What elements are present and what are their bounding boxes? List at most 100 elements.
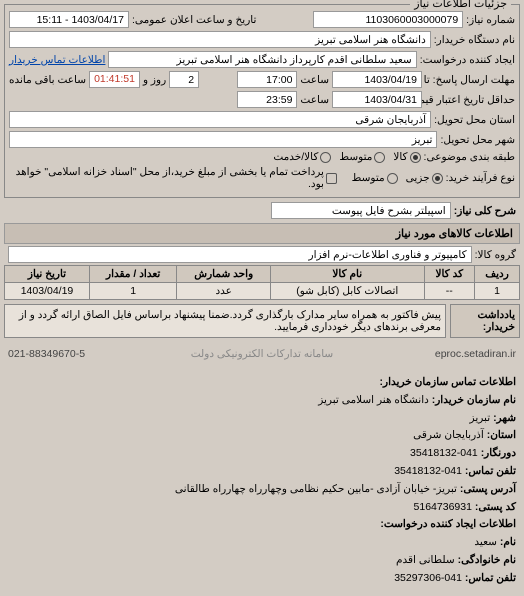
radio-icon [320,152,331,163]
contact-name-value: سعید [474,536,497,548]
th-code: کد کالا [424,266,475,283]
row-deadline: مهلت ارسال پاسخ: تا تاریخ: 1403/04/19 سا… [9,71,515,88]
days-label: روز و [143,74,166,86]
contact-city-value: تبریز [470,412,491,424]
deadline-label: مهلت ارسال پاسخ: تا تاریخ: [425,74,515,86]
radio-icon [374,152,385,163]
fieldset-legend: جزئیات اطلاعات نیاز [410,0,511,10]
contact-rtel-value: 041-35297306 [394,572,462,584]
watermark-center: سامانه تدارکات الکترونیکی دولت [191,348,333,360]
buyer-contact-link[interactable]: اطلاعات تماس خریدار [9,54,105,66]
row-process: نوع فرآیند خرید: جزیی متوسط پرداخت تمام … [9,166,515,190]
contact-addr-value: تبریز- خیابان آزادی -مابین حکیم نظامی وچ… [175,483,457,495]
row-number: شماره نیاز: 1103060003000079 تاریخ و ساع… [9,11,515,28]
classify-label: طبقه بندی موضوعی: [424,151,515,163]
req-creator-title: اطلاعات ایجاد کننده درخواست: [380,518,516,530]
remain-label: ساعت باقی مانده [9,74,86,86]
contact-rtel-label: تلفن تماس: [465,572,516,584]
th-date: تاریخ نیاز [5,266,90,283]
row-group: گروه کالا: کامپیوتر و فناوری اطلاعات-نرم… [8,246,516,263]
goods-table: ردیف کد کالا نام کالا واحد شمارش تعداد /… [4,265,520,300]
check-treasury[interactable]: پرداخت تمام یا بخشی از مبلغ خرید،از محل … [9,166,337,190]
contact-fax-value: 041-35418132 [410,447,478,459]
radio-icon [387,173,398,184]
goods-section-title: اطلاعات کالاهای مورد نیاز [4,223,520,244]
desc-field: اسپیلتر بشرح فایل پیوست [271,202,451,219]
contact-block: اطلاعات تماس سازمان خریدار: نام سازمان خ… [4,370,520,592]
td-code: -- [424,283,475,300]
contact-lname-label: نام خانوادگی: [458,554,516,566]
city-field: تبریز [9,131,437,148]
contact-title: اطلاعات تماس سازمان خریدار: [380,376,516,388]
row-desc: شرح کلی نیاز: اسپیلتر بشرح فایل پیوست [8,202,516,219]
classify-radio-group: کالا متوسط کالا/خدمت [273,151,420,163]
contact-city-label: شهر: [493,412,516,424]
radio-medium2[interactable]: متوسط [352,172,398,184]
contact-name-label: نام: [500,536,516,548]
valid-time-field: 23:59 [237,91,297,108]
radio-partial[interactable]: جزیی [406,172,443,184]
td-row: 1 [475,283,520,300]
valid-label: حداقل تاریخ اعتبار قیمت: تا تاریخ: [425,94,515,106]
group-field: کامپیوتر و فناوری اطلاعات-نرم افزار [8,246,472,263]
number-label: شماره نیاز: [466,14,515,26]
watermark-row: eproc.setadiran.ir سامانه تدارکات الکترو… [0,342,524,366]
announce-label: تاریخ و ساعت اعلان عمومی: [132,14,256,26]
deadline-date-field: 1403/04/19 [332,71,422,88]
requester-field: سعید سلطانی اقدم کارپرداز دانشگاه هنر اس… [108,51,416,68]
province-label: استان محل تحویل: [434,114,515,126]
group-label: گروه کالا: [475,249,516,261]
contact-tel-value: 041-35418132 [394,465,462,477]
td-date: 1403/04/19 [5,283,90,300]
buyer-org-label: نام دستگاه خریدار: [434,34,515,46]
contact-province-value: آذربایجان شرقی [413,429,484,441]
th-qty: تعداد / مقدار [90,266,177,283]
th-unit: واحد شمارش [177,266,271,283]
radio-medium[interactable]: متوسط [339,151,385,163]
buyer-org-field: دانشگاه هنر اسلامی تبریز [9,31,431,48]
th-name: نام کالا [271,266,424,283]
announce-field: 1403/04/17 - 15:11 [9,11,129,28]
radio-icon [410,152,421,163]
contact-tel-label: تلفن تماس: [465,465,516,477]
province-field: آذربایجان شرقی [9,111,431,128]
contact-lname-value: سلطانی اقدم [396,554,455,566]
contact-org-value: دانشگاه هنر اسلامی تبریز [318,394,429,406]
contact-fax-label: دورنگار: [481,447,516,459]
process-label: نوع فرآیند خرید: [446,172,515,184]
contact-addr-label: آدرس پستی: [460,483,516,495]
radio-kala[interactable]: کالا [393,151,420,163]
deadline-time-field: 17:00 [237,71,297,88]
timer-field: 01:41:51 [89,71,140,88]
radio-icon [432,173,443,184]
contact-post-label: کد پستی: [475,501,516,513]
row-requester: ایجاد کننده درخواست: سعید سلطانی اقدم کا… [9,51,515,68]
number-field: 1103060003000079 [313,11,463,28]
checkbox-icon [326,173,337,184]
th-row: ردیف [475,266,520,283]
table-header-row: ردیف کد کالا نام کالا واحد شمارش تعداد /… [5,266,520,283]
watermark-phone: 021-88349670-5 [8,348,85,360]
table-row: 1 -- اتصالات کابل (کابل شو) عدد 1 1403/0… [5,283,520,300]
watermark-site: eproc.setadiran.ir [435,348,516,360]
radio-service[interactable]: کالا/خدمت [273,151,331,163]
note-block: یادداشت خریدار: پیش فاکتور به همراه سایر… [4,304,520,338]
contact-post-value: 5164736931 [414,501,472,513]
row-buyer-org: نام دستگاه خریدار: دانشگاه هنر اسلامی تب… [9,31,515,48]
city-label: شهر محل تحویل: [440,134,515,146]
days-field: 2 [169,71,199,88]
td-name: اتصالات کابل (کابل شو) [271,283,424,300]
process-radio-group: جزیی متوسط [352,172,443,184]
note-label: یادداشت خریدار: [450,304,520,338]
valid-time-label: ساعت [300,94,329,106]
row-valid: حداقل تاریخ اعتبار قیمت: تا تاریخ: 1403/… [9,91,515,108]
requester-label: ایجاد کننده درخواست: [420,54,515,66]
row-classify: طبقه بندی موضوعی: کالا متوسط کالا/خدمت [9,151,515,163]
td-qty: 1 [90,283,177,300]
valid-date-field: 1403/04/31 [332,91,422,108]
row-province: استان محل تحویل: آذربایجان شرقی [9,111,515,128]
main-fieldset: جزئیات اطلاعات نیاز شماره نیاز: 11030600… [4,4,520,198]
row-city: شهر محل تحویل: تبریز [9,131,515,148]
deadline-time-label: ساعت [300,74,329,86]
td-unit: عدد [177,283,271,300]
